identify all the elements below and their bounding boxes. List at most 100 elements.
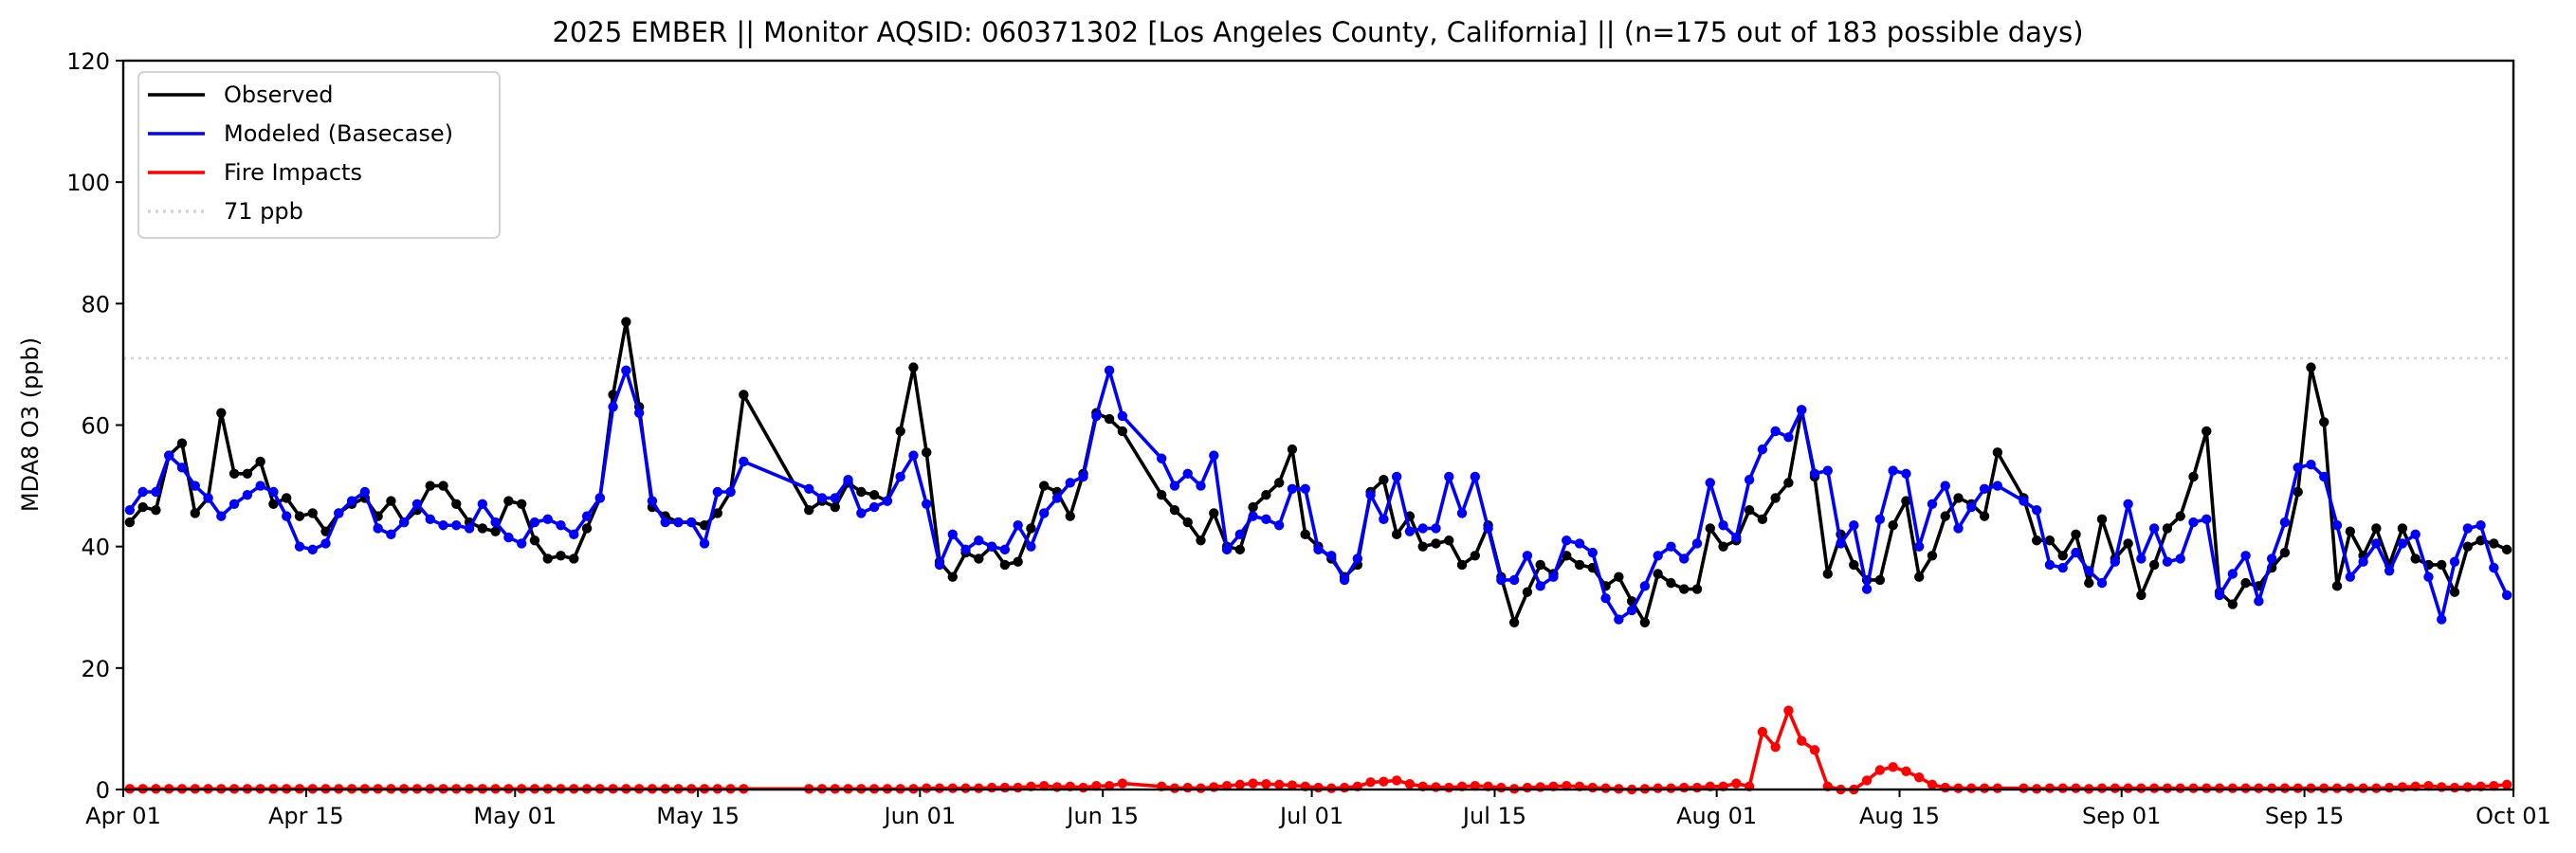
data-point bbox=[346, 496, 357, 506]
data-point bbox=[1456, 559, 1468, 571]
data-point bbox=[1013, 782, 1023, 793]
data-point bbox=[1653, 569, 1663, 579]
data-point bbox=[1522, 587, 1533, 597]
data-point bbox=[830, 493, 840, 503]
data-point bbox=[2123, 499, 2133, 510]
data-point bbox=[1770, 426, 1781, 437]
data-point bbox=[2123, 538, 2133, 549]
data-point bbox=[1104, 365, 1115, 376]
data-point bbox=[2489, 780, 2499, 791]
data-point bbox=[1365, 777, 1376, 788]
data-point bbox=[2057, 783, 2068, 793]
data-point bbox=[908, 450, 919, 461]
data-point bbox=[2293, 486, 2303, 498]
data-point bbox=[2136, 590, 2147, 601]
data-point bbox=[1992, 783, 2003, 793]
data-point bbox=[1874, 574, 1886, 586]
data-point bbox=[594, 493, 606, 503]
data-point bbox=[739, 456, 749, 467]
data-point bbox=[1221, 780, 1233, 791]
data-point bbox=[1953, 493, 1964, 503]
data-point bbox=[1849, 520, 1859, 531]
data-point bbox=[1861, 775, 1873, 786]
data-point bbox=[164, 450, 174, 461]
data-point bbox=[1822, 569, 1833, 579]
data-point bbox=[1300, 483, 1310, 494]
data-point bbox=[1614, 572, 1624, 582]
data-point bbox=[438, 520, 448, 531]
data-point bbox=[1417, 523, 1428, 534]
data-point bbox=[1091, 410, 1102, 422]
data-point bbox=[699, 538, 710, 549]
y-tick-label: 40 bbox=[81, 535, 110, 561]
x-tick-label: Jun 15 bbox=[1065, 803, 1139, 829]
data-point bbox=[2371, 538, 2382, 549]
data-point bbox=[2254, 783, 2264, 793]
data-point bbox=[999, 559, 1011, 571]
data-point bbox=[1522, 782, 1533, 793]
data-point bbox=[1901, 766, 1911, 776]
data-point bbox=[986, 541, 997, 552]
data-point bbox=[1365, 489, 1376, 500]
data-point bbox=[2437, 614, 2447, 625]
x-tick-label: May 15 bbox=[656, 803, 740, 829]
data-point bbox=[1470, 551, 1481, 561]
data-point bbox=[2214, 783, 2225, 793]
data-point bbox=[1287, 444, 1298, 455]
data-point bbox=[934, 783, 945, 793]
data-point bbox=[1117, 426, 1128, 437]
data-point bbox=[2240, 551, 2251, 561]
data-point bbox=[1379, 474, 1389, 485]
data-point bbox=[2201, 426, 2212, 437]
data-point bbox=[359, 486, 371, 498]
data-point bbox=[1352, 554, 1363, 564]
data-point bbox=[1849, 559, 1859, 571]
data-point bbox=[307, 508, 318, 518]
series-line bbox=[128, 369, 2509, 622]
data-point bbox=[228, 499, 240, 510]
data-point bbox=[922, 447, 932, 458]
data-point bbox=[1783, 705, 1794, 716]
data-point bbox=[1953, 783, 1964, 793]
data-point bbox=[647, 496, 658, 506]
data-point bbox=[503, 496, 514, 506]
data-point bbox=[1065, 511, 1075, 521]
data-point bbox=[490, 526, 501, 536]
data-point bbox=[2175, 554, 2185, 564]
data-point bbox=[477, 523, 488, 534]
data-point bbox=[1117, 410, 1128, 422]
data-point bbox=[2044, 535, 2055, 546]
data-point bbox=[1339, 574, 1350, 586]
data-point bbox=[1287, 483, 1298, 494]
data-point bbox=[1574, 538, 1585, 549]
data-point bbox=[1234, 779, 1246, 790]
data-point bbox=[2384, 782, 2395, 793]
data-point bbox=[1404, 779, 1416, 789]
data-point bbox=[2227, 569, 2238, 579]
data-point bbox=[2240, 783, 2251, 793]
data-point bbox=[2462, 541, 2473, 552]
data-point bbox=[1927, 499, 1938, 510]
data-point bbox=[2319, 417, 2329, 427]
data-point bbox=[804, 505, 814, 516]
data-point bbox=[2279, 547, 2291, 558]
y-tick-label: 0 bbox=[96, 777, 110, 804]
data-point bbox=[1666, 783, 1676, 793]
data-point bbox=[1169, 481, 1180, 491]
data-point bbox=[1653, 783, 1663, 793]
data-point bbox=[2345, 572, 2356, 582]
data-point bbox=[1496, 574, 1507, 586]
data-point bbox=[868, 501, 880, 513]
data-point bbox=[1470, 780, 1481, 791]
data-point bbox=[228, 468, 240, 479]
data-point bbox=[1522, 551, 1533, 561]
data-point bbox=[1913, 541, 1925, 552]
data-point bbox=[2279, 517, 2291, 528]
data-point bbox=[2123, 783, 2133, 793]
data-point bbox=[255, 481, 265, 491]
x-tick-label: Aug 15 bbox=[1859, 803, 1940, 829]
data-point bbox=[1979, 783, 1990, 793]
data-point bbox=[451, 499, 462, 510]
legend-label: Observed bbox=[224, 82, 333, 108]
data-point bbox=[1966, 501, 1977, 513]
